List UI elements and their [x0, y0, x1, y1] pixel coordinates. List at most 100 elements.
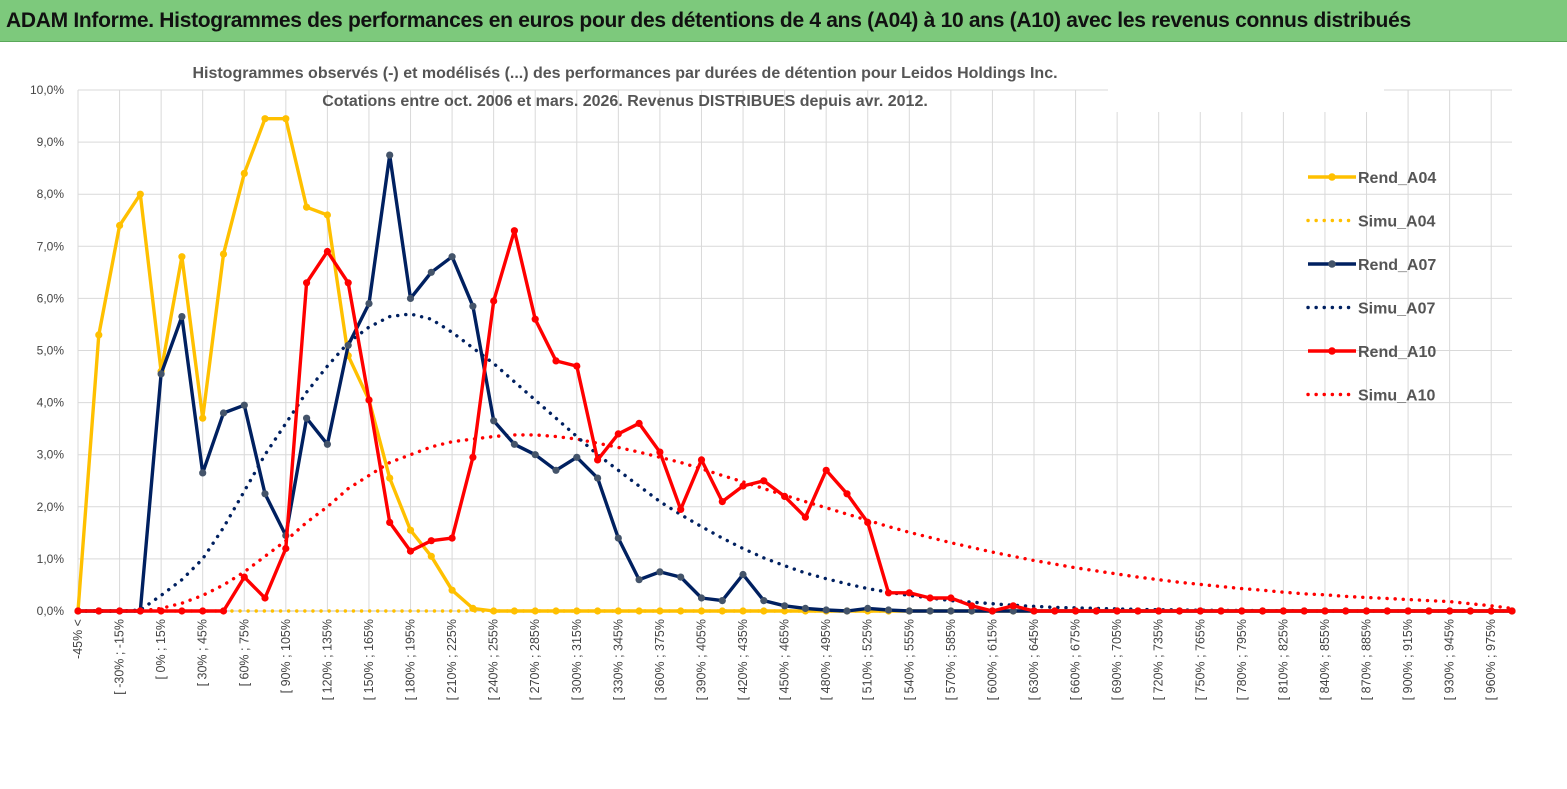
point-rend_a07 — [157, 370, 165, 378]
point-rend_a10 — [406, 547, 415, 555]
point-rend_a04 — [95, 331, 103, 339]
legend-label: Rend_A07 — [1358, 257, 1436, 274]
point-rend_a10 — [614, 430, 622, 438]
line-rend_a10 — [78, 229, 1512, 613]
x-tick-label: [ 540% ; 555% — [902, 619, 916, 700]
y-tick-label: 6,0% — [37, 291, 65, 305]
point-rend_a10 — [1466, 607, 1474, 615]
y-tick-label: 9,0% — [37, 135, 65, 149]
point-rend_a10 — [968, 602, 976, 610]
point-rend_a10 — [1072, 607, 1080, 615]
point-rend_a04 — [552, 607, 560, 615]
point-rend_a10 — [136, 607, 144, 615]
chart-title-line-1: Histogrammes observés (-) et modélisés (… — [192, 65, 1057, 82]
x-tick-label: [ 150% ; 165% — [362, 619, 376, 700]
y-tick-label: 4,0% — [37, 396, 65, 410]
histogram-chart: 0,0% 1,0% 2,0% 3,0% 4,0% 5,0% 6,0% 7,0% 8,0% 9,0%… — [0, 44, 1567, 789]
x-tick-label: [ 0% ; 15% — [154, 619, 168, 679]
point-rend_a04 — [594, 607, 602, 615]
point-rend_a07 — [510, 440, 518, 448]
point-rend_a10 — [282, 544, 290, 553]
subtitle-backdrop — [1108, 72, 1384, 112]
legend-item-rend_a10: Rend_A10 — [1308, 344, 1436, 361]
point-rend_a10 — [1487, 607, 1495, 615]
point-rend_a10 — [386, 518, 394, 526]
point-rend_a07 — [1009, 607, 1017, 615]
point-rend_a10 — [864, 518, 872, 526]
point-rend_a07 — [656, 568, 664, 576]
point-rend_a07 — [697, 594, 706, 602]
point-rend_a07 — [947, 607, 955, 615]
point-rend_a07 — [677, 573, 685, 581]
y-tick-label: 2,0% — [37, 500, 65, 514]
point-rend_a07 — [884, 606, 893, 614]
point-rend_a10 — [1342, 607, 1350, 615]
report-title: ADAM Informe. Histogrammes des performan… — [6, 8, 1411, 32]
x-tick-label: [ 570% ; 585% — [944, 619, 958, 700]
point-rend_a07 — [199, 469, 207, 477]
point-rend_a10 — [947, 594, 955, 602]
legend-item-rend_a07: Rend_A07 — [1308, 257, 1436, 274]
point-rend_a07 — [739, 570, 747, 579]
x-tick-label: [ 930% ; 945% — [1443, 619, 1457, 700]
point-rend_a10 — [760, 477, 768, 485]
point-rend_a07 — [469, 302, 477, 310]
y-tick-label: 10,0% — [30, 83, 64, 97]
legend-label: Rend_A04 — [1358, 170, 1436, 187]
point-rend_a07 — [448, 253, 456, 261]
point-rend_a10 — [219, 607, 228, 615]
point-rend_a10 — [822, 466, 830, 474]
point-rend_a10 — [801, 513, 810, 521]
point-rend_a04 — [427, 552, 435, 560]
point-rend_a04 — [116, 221, 124, 230]
legend-item-simu_a10: Simu_A10 — [1306, 388, 1435, 405]
line-simu_a07 — [76, 312, 1514, 613]
x-tick-label: [ 270% ; 285% — [528, 619, 542, 700]
point-rend_a07 — [594, 474, 602, 482]
point-rend_a07 — [490, 417, 498, 425]
point-rend_a10 — [1259, 607, 1267, 615]
y-tick-label: 0,0% — [37, 604, 65, 618]
y-tick-label: 5,0% — [37, 344, 65, 358]
point-rend_a10 — [157, 607, 165, 615]
point-rend_a10 — [697, 456, 706, 464]
point-rend_a04 — [614, 607, 622, 615]
point-rend_a10 — [1051, 607, 1059, 615]
point-rend_a10 — [905, 589, 913, 597]
legend-marker — [1328, 347, 1336, 355]
series-simu_a10 — [76, 433, 1514, 613]
line-simu_a10 — [76, 433, 1514, 613]
point-rend_a07 — [926, 607, 934, 615]
point-rend_a10 — [594, 456, 602, 464]
point-rend_a04 — [531, 607, 539, 615]
legend-item-rend_a04: Rend_A04 — [1308, 170, 1436, 187]
report-banner: ADAM Informe. Histogrammes des performan… — [0, 0, 1567, 42]
point-rend_a07 — [864, 604, 872, 613]
point-rend_a10 — [365, 396, 373, 404]
x-tick-label: [ 30% ; 45% — [196, 619, 210, 686]
point-rend_a10 — [74, 607, 82, 615]
point-rend_a04 — [697, 607, 706, 615]
x-tick-label: [ 360% ; 375% — [653, 619, 667, 700]
point-rend_a10 — [988, 607, 997, 615]
point-rend_a07 — [427, 268, 435, 276]
x-tick-label: [ 300% ; 315% — [570, 619, 584, 700]
point-rend_a07 — [822, 606, 830, 614]
x-tick-label: [ 960% ; 975% — [1484, 619, 1498, 700]
chart-background — [0, 44, 1567, 789]
point-rend_a10 — [1238, 607, 1246, 615]
point-rend_a07 — [781, 602, 789, 610]
x-tick-label: [ 630% ; 645% — [1027, 619, 1041, 700]
y-tick-label: 1,0% — [37, 552, 65, 566]
x-tick-label: [ 510% ; 525% — [861, 619, 875, 700]
point-rend_a04 — [386, 474, 394, 482]
point-rend_a07 — [386, 151, 394, 159]
y-tick-label: 7,0% — [37, 239, 65, 253]
point-rend_a04 — [323, 211, 331, 219]
point-rend_a04 — [240, 169, 248, 177]
point-rend_a04 — [760, 607, 768, 615]
x-tick-label: [ 390% ; 405% — [694, 619, 708, 700]
legend-marker — [1328, 260, 1336, 268]
point-rend_a07 — [178, 313, 186, 321]
point-rend_a07 — [614, 534, 622, 542]
